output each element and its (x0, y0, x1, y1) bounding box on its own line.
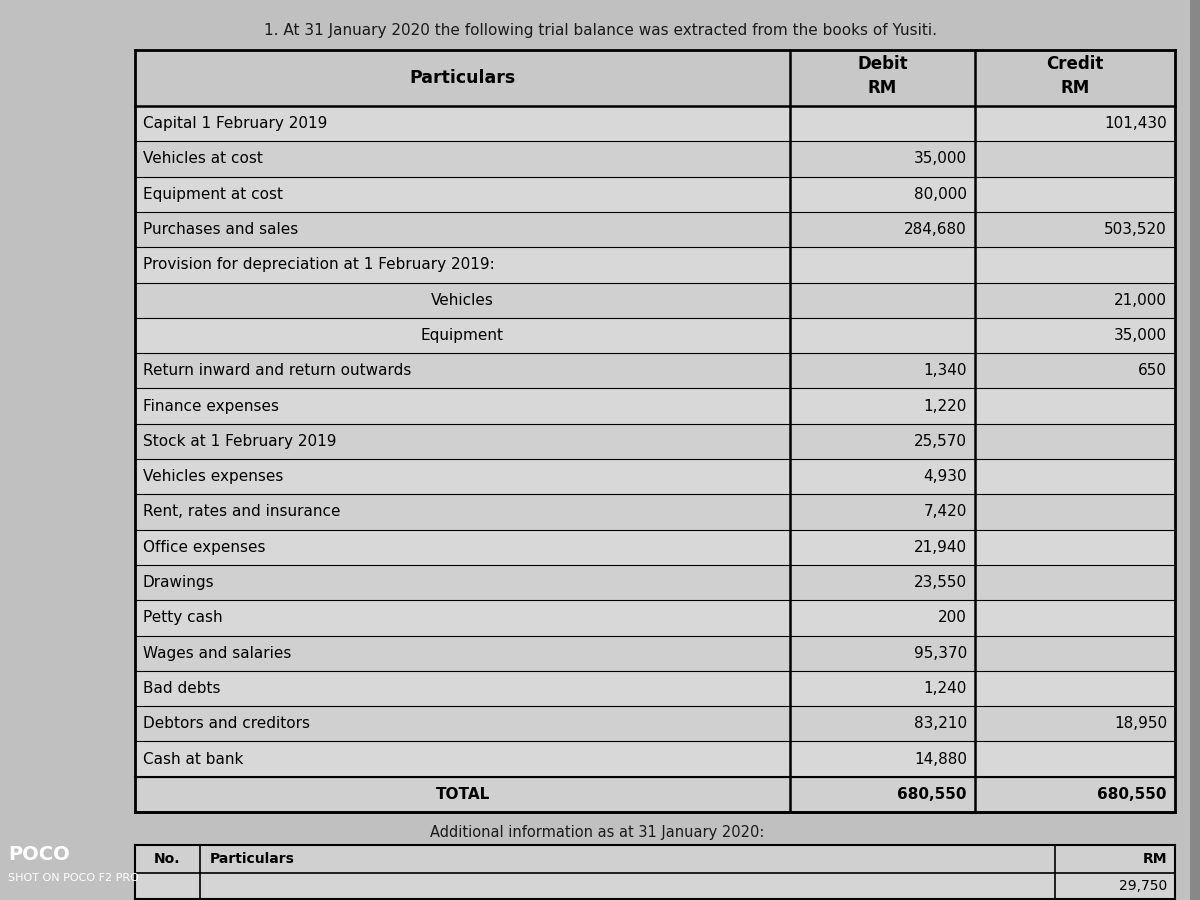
Text: Drawings: Drawings (143, 575, 215, 590)
Text: 680,550: 680,550 (1098, 787, 1166, 802)
Text: Cash at bank: Cash at bank (143, 752, 244, 767)
Text: POCO: POCO (8, 844, 70, 863)
Text: 1,240: 1,240 (924, 681, 967, 696)
Text: RM: RM (1061, 79, 1090, 97)
Bar (134, 176, 1175, 212)
Bar (134, 353, 1175, 389)
Text: 4,930: 4,930 (923, 469, 967, 484)
Text: Vehicles: Vehicles (431, 292, 494, 308)
Text: Debtors and creditors: Debtors and creditors (143, 716, 310, 731)
Text: 21,940: 21,940 (914, 540, 967, 554)
Bar (134, 845, 1175, 873)
Bar (134, 635, 1175, 670)
Text: 680,550: 680,550 (898, 787, 967, 802)
Text: 23,550: 23,550 (914, 575, 967, 590)
Bar (134, 248, 1175, 283)
Text: 35,000: 35,000 (1114, 328, 1166, 343)
Text: TOTAL: TOTAL (436, 787, 490, 802)
Bar (134, 318, 1175, 353)
Text: Credit: Credit (1046, 55, 1104, 73)
Bar (134, 742, 1175, 777)
Text: Finance expenses: Finance expenses (143, 399, 278, 413)
Text: 83,210: 83,210 (914, 716, 967, 731)
Bar (134, 565, 1175, 600)
Text: 35,000: 35,000 (914, 151, 967, 166)
Text: 101,430: 101,430 (1104, 116, 1166, 131)
Text: Stock at 1 February 2019: Stock at 1 February 2019 (143, 434, 336, 449)
Text: 7,420: 7,420 (924, 504, 967, 519)
Bar (134, 106, 1175, 141)
Bar (134, 50, 1175, 812)
Text: Capital 1 February 2019: Capital 1 February 2019 (143, 116, 328, 131)
Text: 503,520: 503,520 (1104, 222, 1166, 237)
Text: SHOT ON POCO F2 PRO: SHOT ON POCO F2 PRO (8, 873, 139, 883)
Text: Return inward and return outwards: Return inward and return outwards (143, 364, 412, 378)
Text: Additional information as at 31 January 2020:: Additional information as at 31 January … (430, 824, 764, 840)
Text: Debit: Debit (857, 55, 908, 73)
Text: 25,570: 25,570 (914, 434, 967, 449)
Text: Purchases and sales: Purchases and sales (143, 222, 299, 237)
Text: Vehicles expenses: Vehicles expenses (143, 469, 283, 484)
Bar (134, 424, 1175, 459)
Bar (134, 777, 1175, 812)
Bar (134, 212, 1175, 248)
Bar (134, 459, 1175, 494)
Bar (134, 706, 1175, 742)
Bar (134, 494, 1175, 529)
Text: Particulars: Particulars (210, 852, 295, 866)
Bar (134, 283, 1175, 318)
Text: Petty cash: Petty cash (143, 610, 223, 626)
Text: Equipment: Equipment (421, 328, 504, 343)
Text: Office expenses: Office expenses (143, 540, 265, 554)
Text: Particulars: Particulars (409, 69, 516, 87)
Bar (134, 529, 1175, 565)
Text: 200: 200 (938, 610, 967, 626)
Text: 29,750: 29,750 (1118, 879, 1166, 893)
Text: Wages and salaries: Wages and salaries (143, 645, 292, 661)
Text: Rent, rates and insurance: Rent, rates and insurance (143, 504, 341, 519)
Bar (134, 141, 1175, 176)
Text: 80,000: 80,000 (914, 187, 967, 202)
Bar (134, 670, 1175, 706)
Text: RM: RM (868, 79, 898, 97)
Text: 1. At 31 January 2020 the following trial balance was extracted from the books o: 1. At 31 January 2020 the following tria… (264, 22, 936, 38)
Text: 95,370: 95,370 (913, 645, 967, 661)
Text: 650: 650 (1138, 364, 1166, 378)
Bar (134, 50, 1175, 106)
Text: No.: No. (154, 852, 180, 866)
Text: 21,000: 21,000 (1114, 292, 1166, 308)
Text: 1,220: 1,220 (924, 399, 967, 413)
Text: 1,340: 1,340 (924, 364, 967, 378)
Text: 284,680: 284,680 (905, 222, 967, 237)
Text: Vehicles at cost: Vehicles at cost (143, 151, 263, 166)
Bar (134, 389, 1175, 424)
Text: Provision for depreciation at 1 February 2019:: Provision for depreciation at 1 February… (143, 257, 494, 273)
Text: 18,950: 18,950 (1114, 716, 1166, 731)
Text: Equipment at cost: Equipment at cost (143, 187, 283, 202)
Text: RM: RM (1142, 852, 1166, 866)
Text: 14,880: 14,880 (914, 752, 967, 767)
Bar (134, 873, 1175, 899)
Bar (134, 600, 1175, 635)
Text: Bad debts: Bad debts (143, 681, 221, 696)
